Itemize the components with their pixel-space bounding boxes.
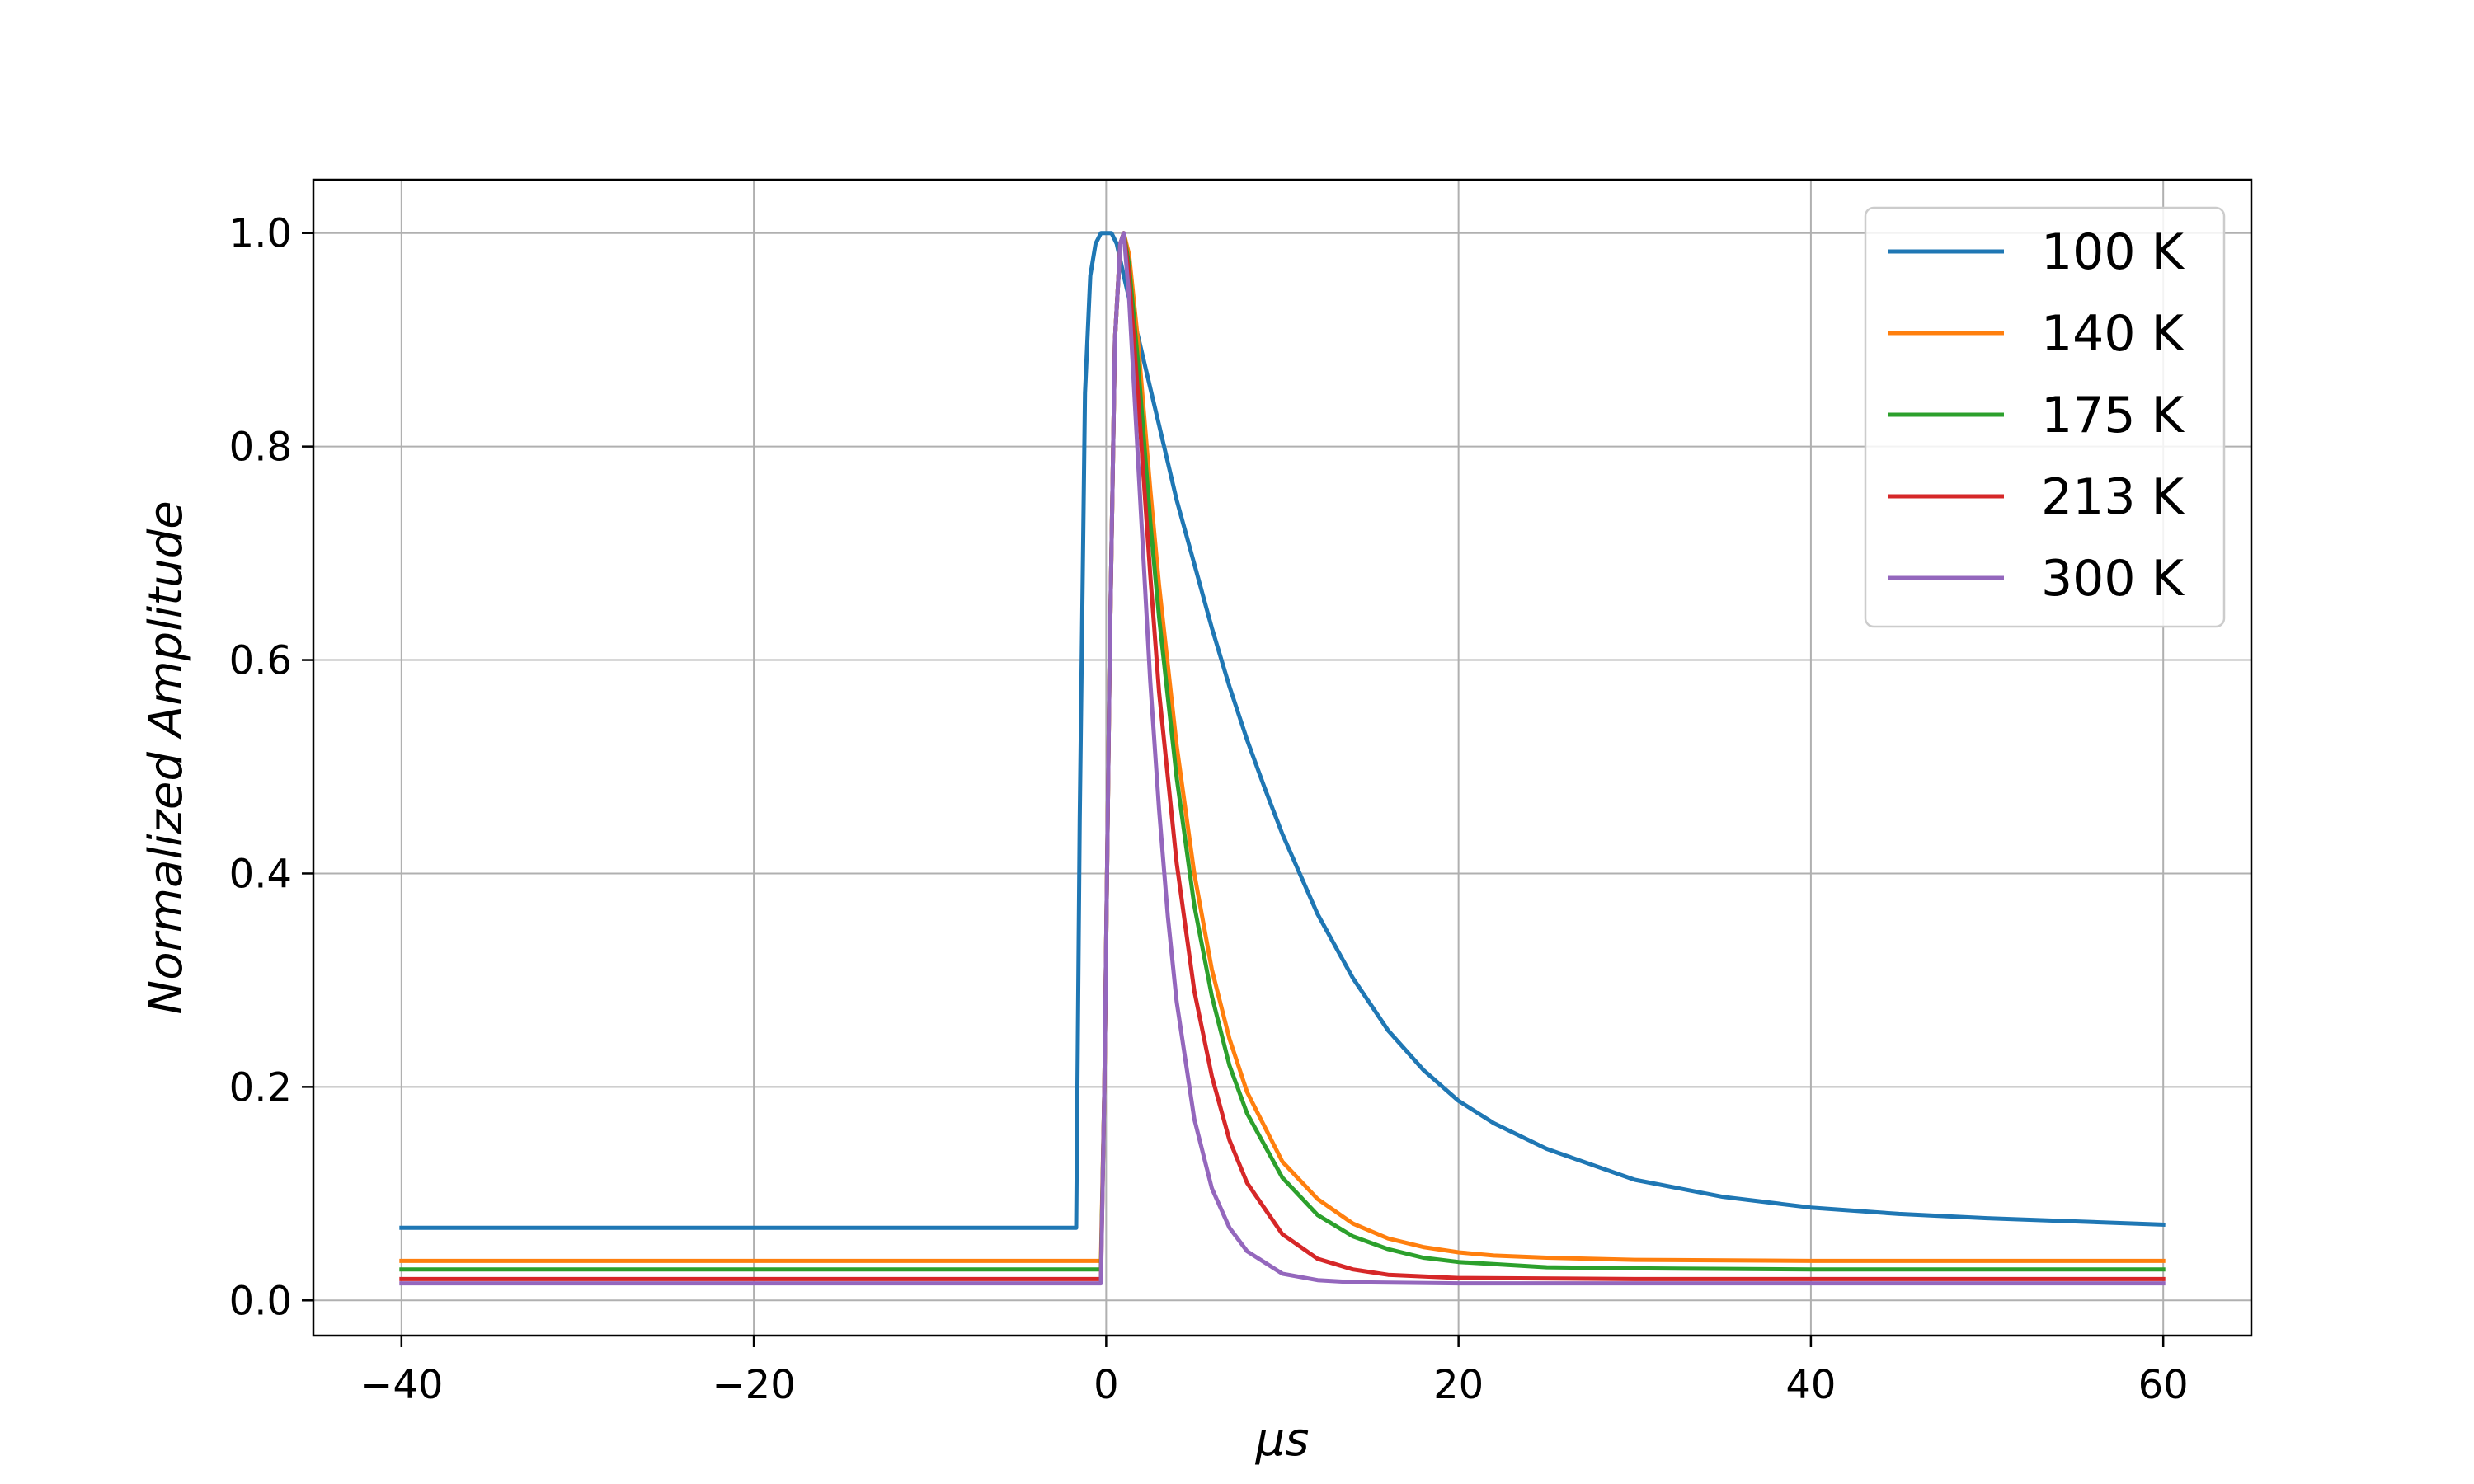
legend: 100 K 140 K 175 K 213 K 300 K [1864, 206, 2226, 628]
legend-label: 100 K [2041, 223, 2185, 281]
series-lines [399, 231, 2166, 1286]
plot-frame [312, 178, 2253, 1337]
y-tick-label: 0.0 [229, 1278, 292, 1324]
series-line-100k [399, 231, 2166, 1230]
series-line-300k [399, 231, 2166, 1286]
y-tick-label: 0.2 [229, 1064, 292, 1111]
x-tick-label: 60 [2138, 1362, 2189, 1408]
y-tick-label: 1.0 [229, 211, 292, 257]
legend-label: 300 K [2041, 550, 2185, 608]
legend-box [1864, 206, 2226, 628]
y-axis-label: Normalized Amplitude [139, 500, 193, 1014]
x-tick-label: −40 [360, 1362, 443, 1408]
y-tick-label: 0.8 [229, 425, 292, 471]
x-tick-label: 40 [1785, 1362, 1836, 1408]
x-tick-label: 0 [1094, 1362, 1119, 1408]
x-axis-label: μs [1255, 1413, 1310, 1467]
x-tick-label: −20 [712, 1362, 795, 1408]
axis-ticks: −40 −20 0 20 40 60 0.0 0.2 0.4 0.6 0.8 1.0 [229, 211, 2189, 1408]
legend-label: 175 K [2041, 387, 2185, 444]
y-tick-label: 0.6 [229, 638, 292, 684]
legend-label: 213 K [2041, 468, 2185, 526]
x-tick-label: 20 [1433, 1362, 1484, 1408]
y-tick-label: 0.4 [229, 851, 292, 897]
legend-label: 140 K [2041, 305, 2185, 363]
